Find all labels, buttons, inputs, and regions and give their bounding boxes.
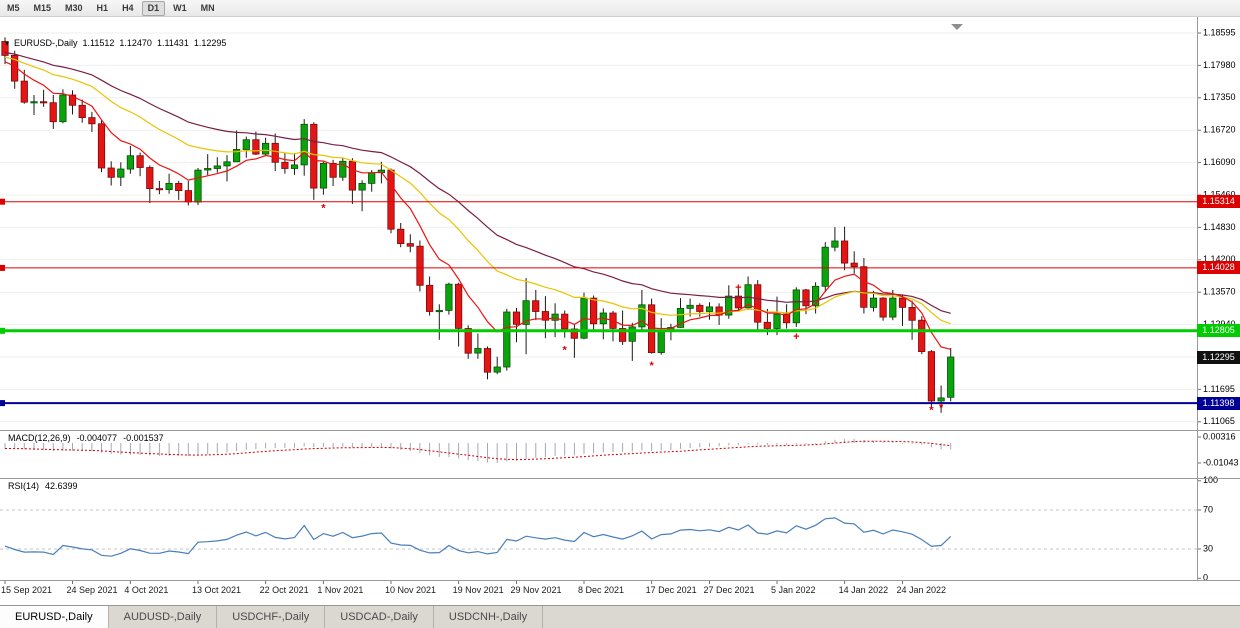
svg-text:5 Jan 2022: 5 Jan 2022 [771,585,816,595]
svg-text:1.12940: 1.12940 [1203,319,1236,329]
horizontal-level-lines[interactable] [0,198,1197,407]
svg-text:19 Nov 2021: 19 Nov 2021 [453,585,504,595]
macd-indicator-label: MACD(12,26,9) -0.004077 -0.001537 [8,433,164,443]
support-line-blue-price-tag: 1.11398 [1197,397,1240,410]
quote-high: 1.12470 [119,38,152,48]
tab-usdcnh-daily[interactable]: USDCNH-,Daily [434,606,544,628]
svg-text:*: * [321,203,326,215]
svg-text:1.17980: 1.17980 [1203,60,1236,70]
svg-text:*: * [563,345,568,357]
svg-text:*: * [649,360,654,372]
svg-text:70: 70 [1203,504,1213,514]
svg-text:+: + [735,282,741,294]
svg-text:1 Nov 2021: 1 Nov 2021 [317,585,363,595]
date-axis-labels: 15 Sep 2021 24 Sep 2021 4 Oct 2021 13 Oct 2… [1,580,946,595]
rsi-value: 42.6399 [45,481,78,491]
macd-signal-value: -0.001537 [123,433,164,443]
macd-main-value: -0.004077 [76,433,118,443]
svg-text:24 Jan 2022: 24 Jan 2022 [897,585,947,595]
macd-panel: 0.00316 -0.01043 [4,431,1239,467]
quote-close: 1.12295 [193,38,227,48]
svg-text:1.11065: 1.11065 [1203,416,1235,426]
svg-text:1.14830: 1.14830 [1203,222,1236,232]
trade-markers: * * * + + * * [321,203,944,417]
svg-text:1.17350: 1.17350 [1203,92,1236,102]
quote-open: 1.11512 [82,38,115,48]
timeframe-button-m30[interactable]: M30 [65,2,83,13]
chart-tab-bar: EURUSD-,Daily AUDUSD-,Daily USDCHF-,Daily U… [0,605,1240,628]
svg-text:8 Dec 2021: 8 Dec 2021 [578,585,624,595]
tab-usdcad-daily[interactable]: USDCAD-,Daily [325,606,434,628]
timeframe-toolbar: M5 M15 M30 H1 H4 D1 W1 MN [0,0,1240,17]
svg-text:0: 0 [1203,573,1208,583]
rsi-indicator-label: RSI(14) 42.6399 [8,481,78,491]
svg-text:17 Dec 2021: 17 Dec 2021 [646,585,697,595]
timeframe-button-mn[interactable]: MN [200,2,215,13]
svg-text:14 Jan 2022: 14 Jan 2022 [839,585,889,595]
svg-text:1.11695: 1.11695 [1203,384,1235,394]
current-price-price-tag: 1.12295 [1197,351,1240,364]
macd-name: MACD(12,26,9) [8,433,71,443]
quote-low: 1.11431 [156,38,189,48]
svg-text:1.13570: 1.13570 [1203,287,1236,297]
symbol-period-label: EURUSD-,Daily [14,38,78,48]
panel-separators [0,17,1240,581]
timeframe-button-m15[interactable]: M15 [33,2,52,13]
svg-text:1.16720: 1.16720 [1203,125,1236,135]
svg-text:0.00316: 0.00316 [1203,431,1236,441]
resistance-line-upper-price-tag: 1.15314 [1197,195,1240,208]
tab-audusd-daily[interactable]: AUDUSD-,Daily [109,606,218,628]
svg-text:10 Nov 2021: 10 Nov 2021 [385,585,436,595]
svg-text:1.16090: 1.16090 [1203,157,1236,167]
timeframe-button-w1[interactable]: W1 [173,2,187,13]
price-axis-labels: 1.18595 1.17980 1.17350 1.16720 1.16090 1.154… [1197,27,1236,426]
candlesticks [1,37,955,413]
rsi-name: RSI(14) [8,481,40,491]
svg-text:100: 100 [1203,475,1218,485]
chart-shift-icon[interactable] [951,24,963,30]
tab-usdchf-daily[interactable]: USDCHF-,Daily [217,606,326,628]
svg-text:*: * [939,402,944,414]
svg-text:-0.01043: -0.01043 [1203,457,1239,467]
tab-eurusd-daily[interactable]: EURUSD-,Daily [0,606,109,628]
svg-text:22 Oct 2021: 22 Oct 2021 [260,585,309,595]
svg-text:4 Oct 2021: 4 Oct 2021 [124,585,168,595]
svg-text:30: 30 [1203,543,1213,553]
svg-text:29 Nov 2021: 29 Nov 2021 [511,585,562,595]
svg-text:27 Dec 2021: 27 Dec 2021 [704,585,755,595]
svg-text:13 Oct 2021: 13 Oct 2021 [192,585,241,595]
moving-average-lines [4,51,951,350]
timeframe-button-m5[interactable]: M5 [7,2,20,13]
svg-text:15 Sep 2021: 15 Sep 2021 [1,585,52,595]
price-gridlines [0,32,1197,423]
symbol-dropdown-icon[interactable]: ▾ [5,38,10,48]
rsi-panel: 100 70 30 0 [0,475,1218,583]
svg-text:1.15460: 1.15460 [1203,189,1236,199]
timeframe-button-d1[interactable]: D1 [141,0,166,16]
resistance-line-lower-price-tag: 1.14028 [1197,261,1240,274]
svg-text:+: + [793,331,799,343]
svg-text:1.18595: 1.18595 [1203,27,1236,37]
svg-text:*: * [929,405,934,417]
timeframe-button-h1[interactable]: H1 [96,2,109,13]
chart-header: ▾ EURUSD-,Daily 1.11512 1.12470 1.11431 … [5,38,226,48]
support-line-green-price-tag: 1.12805 [1197,324,1240,337]
svg-text:1.14200: 1.14200 [1203,254,1236,264]
timeframe-button-h4[interactable]: H4 [122,2,134,13]
svg-text:24 Sep 2021: 24 Sep 2021 [67,585,118,595]
